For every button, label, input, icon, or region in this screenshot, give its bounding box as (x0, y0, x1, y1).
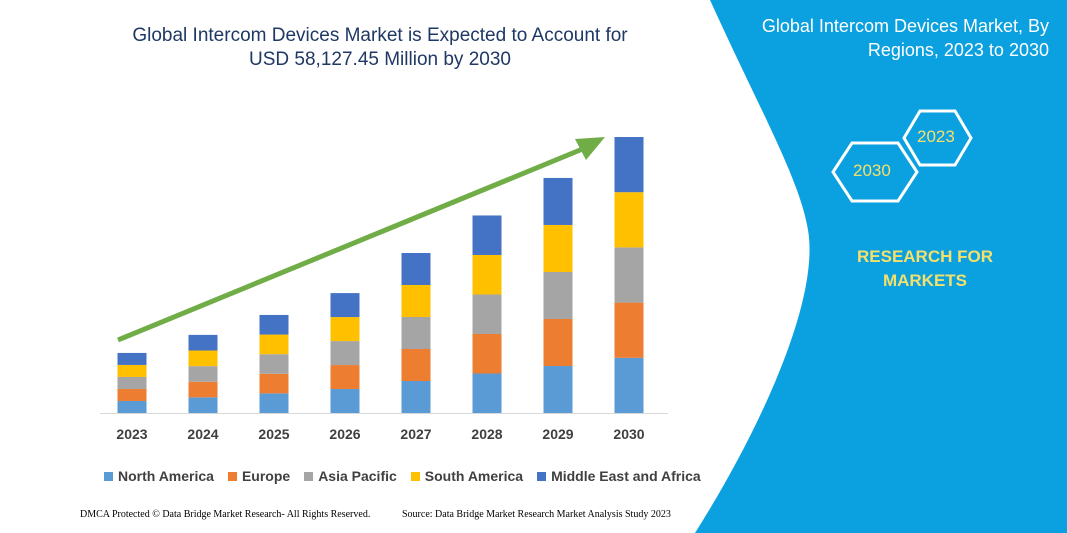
footer-copyright: DMCA Protected © Data Bridge Market Rese… (80, 509, 371, 520)
bar-segment-2026-4 (330, 293, 360, 318)
legend-swatch (104, 471, 113, 481)
legend-label: Middle East and Africa (551, 468, 701, 484)
hex-label-2030: 2030 (853, 161, 891, 180)
title-line-1: Global Intercom Devices Market is Expect… (132, 25, 628, 46)
bar-segment-2023-0 (117, 400, 147, 413)
bar-segment-2028-0 (472, 373, 502, 413)
bar-segment-2024-4 (188, 334, 218, 351)
bar-segment-2030-2 (614, 247, 644, 303)
legend-swatch (537, 471, 547, 481)
x-tick-label: 2027 (400, 426, 431, 442)
legend-swatch (304, 471, 314, 481)
footer-source: Source: Data Bridge Market Research Mark… (402, 509, 671, 520)
bar-segment-2024-2 (188, 366, 218, 382)
title-line-2: USD 58,127.45 Million by 2030 (249, 49, 511, 70)
bar-segment-2026-3 (330, 317, 360, 342)
bar-segment-2025-4 (259, 314, 289, 335)
bar-segment-2029-0 (543, 365, 573, 413)
bar-segment-2023-1 (117, 388, 147, 401)
trend-arrow-line (117, 145, 586, 343)
trend-arrow-head-icon (575, 137, 605, 160)
bar-segment-2025-1 (259, 373, 289, 394)
bar-segment-2023-2 (117, 376, 147, 389)
right-blue-panel (695, 0, 1067, 533)
bar-segment-2023-4 (117, 352, 147, 365)
x-tick-label: 2030 (613, 426, 644, 442)
bar-segment-2027-4 (401, 252, 431, 285)
bar-segment-2025-3 (259, 334, 289, 355)
hex-label-2023: 2023 (917, 127, 955, 146)
x-tick-label: 2023 (116, 426, 147, 442)
bar-segment-2029-2 (543, 271, 573, 319)
x-tick-label: 2025 (258, 426, 289, 442)
bar-segment-2024-0 (188, 397, 218, 413)
x-tick-label: 2026 (329, 426, 360, 442)
bar-segment-2028-2 (472, 294, 502, 334)
bar-segment-2028-3 (472, 254, 502, 295)
bar-segment-2030-1 (614, 302, 644, 358)
hexagon-2023-icon (902, 109, 973, 167)
tagline: RESEARCH FOR MARKETS (856, 247, 993, 290)
bar-segment-2024-3 (188, 350, 218, 367)
bar-segment-2030-3 (614, 192, 644, 248)
bar-segment-2030-4 (614, 137, 644, 193)
bar-segment-2027-0 (401, 380, 431, 413)
bar-segment-2028-4 (472, 215, 502, 255)
bar-segment-2023-3 (117, 364, 147, 377)
bar-segment-2025-2 (259, 354, 289, 374)
bar-segment-2028-1 (472, 333, 502, 374)
legend-item: South America (410, 468, 524, 484)
bar-segment-2026-0 (330, 389, 360, 413)
legend-swatch (410, 471, 420, 481)
bar-segment-2026-1 (330, 365, 360, 390)
bar-segment-2024-1 (188, 381, 218, 398)
bar-segment-2029-1 (543, 318, 573, 366)
stacked-bar-chart: 2023 2024 2025 2026 2027 2028 2029 2030 (100, 137, 668, 442)
legend-item: North America (104, 468, 214, 484)
bar-segment-2029-3 (543, 224, 573, 272)
legend-label: North America (118, 468, 214, 484)
legend-swatch (227, 471, 237, 481)
bar-segment-2029-4 (543, 177, 573, 225)
bar-segment-2027-2 (401, 316, 431, 349)
bar-segment-2027-3 (401, 284, 431, 317)
legend-label: Asia Pacific (318, 468, 397, 484)
legend: North America Europe Asia Pacific South Ame… (104, 468, 701, 484)
right-panel-title: Global Intercom Devices Market, By Regio… (761, 16, 1049, 60)
legend-label: South America (424, 468, 524, 484)
hexagon-2030-icon (831, 141, 919, 203)
x-tick-label: 2028 (471, 426, 502, 442)
legend-item: Asia Pacific (304, 468, 397, 484)
legend-label: Europe (241, 468, 291, 484)
legend-item: Middle East and Africa (537, 468, 701, 484)
bar-segment-2030-0 (614, 357, 644, 413)
bar-segment-2025-0 (259, 393, 289, 413)
x-tick-label: 2024 (187, 426, 218, 442)
bar-segment-2026-2 (330, 341, 360, 366)
bar-segment-2027-1 (401, 348, 431, 381)
chart-title: Global Intercom Devices Market is Expect… (100, 24, 660, 72)
legend-item: Europe (227, 468, 291, 484)
x-tick-label: 2029 (542, 426, 573, 442)
